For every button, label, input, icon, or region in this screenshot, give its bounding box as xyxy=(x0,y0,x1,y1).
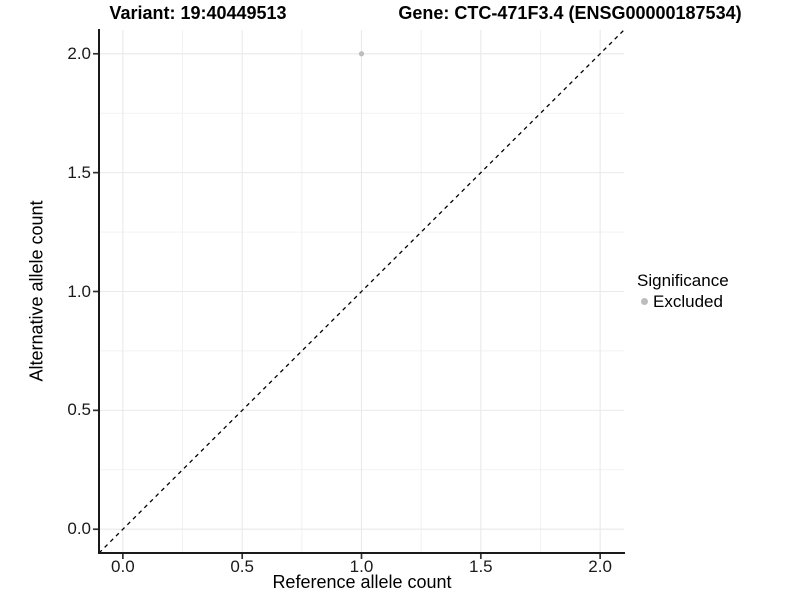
legend-title: Significance xyxy=(637,271,729,290)
gene-title: Gene: CTC-471F3.4 (ENSG00000187534) xyxy=(398,3,742,23)
legend: Significance Excluded xyxy=(637,270,729,312)
variant-title: Variant: 19:40449513 xyxy=(109,3,287,23)
y-tick-label: 1.5 xyxy=(67,162,91,182)
legend-item-label: Excluded xyxy=(653,292,723,311)
x-tick-label: 2.0 xyxy=(588,557,612,576)
x-axis-label: Reference allele count xyxy=(272,572,452,592)
y-tick-label: 0.0 xyxy=(67,519,91,539)
excluded-point-icon xyxy=(641,298,648,305)
y-tick-label: 0.5 xyxy=(67,400,91,420)
x-tick-label: 0.0 xyxy=(111,557,135,576)
x-tick-label: 1.0 xyxy=(349,557,374,576)
y-tick-label: 2.0 xyxy=(67,43,91,63)
x-tick-label: 1.5 xyxy=(468,557,493,576)
y-axis-label: Alternative allele count xyxy=(26,200,47,382)
identity-line xyxy=(98,29,625,554)
data-point xyxy=(358,51,365,57)
x-tick-label: 0.5 xyxy=(230,557,254,576)
legend-item-excluded: Excluded xyxy=(641,291,729,312)
y-tick-label: 1.0 xyxy=(67,281,91,301)
